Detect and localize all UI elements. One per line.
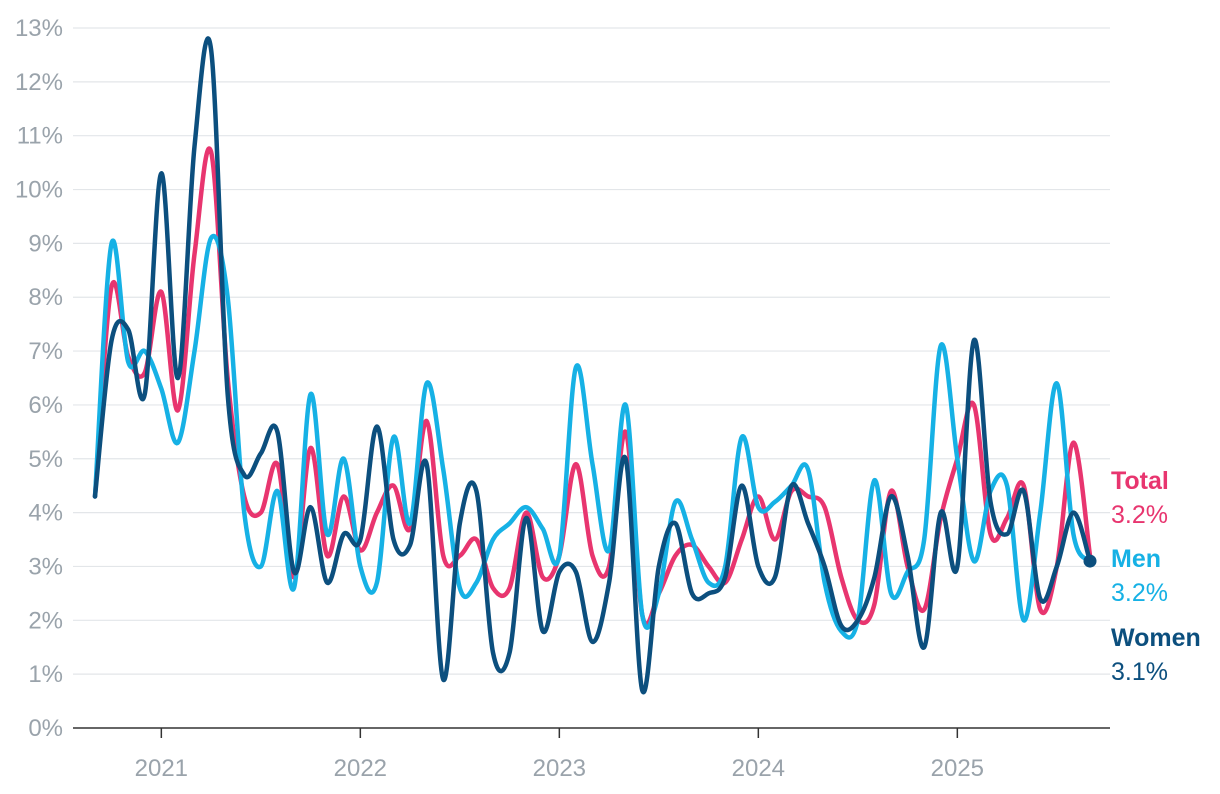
y-tick-label: 9%	[28, 230, 63, 257]
y-tick-label: 7%	[28, 338, 63, 365]
x-tick-label: 2021	[135, 755, 188, 782]
y-tick-label: 0%	[28, 715, 63, 742]
y-tick-label: 11%	[17, 123, 63, 150]
series-line-men	[92, 233, 1093, 640]
y-tick-label: 12%	[15, 69, 63, 96]
x-axis-ticks: 2021 2022 2023 2024 2025	[135, 728, 984, 782]
end-label-men-value: 3.2%	[1111, 579, 1168, 607]
y-tick-label: 4%	[28, 500, 63, 527]
y-tick-label: 2%	[28, 607, 63, 634]
end-label-total-value: 3.2%	[1111, 501, 1168, 529]
end-label-men-name: Men	[1111, 545, 1161, 573]
end-labels: Total 3.2% Men 3.2% Women 3.1%	[1111, 467, 1201, 686]
end-label-women-value: 3.1%	[1111, 658, 1168, 686]
series-lines	[92, 36, 1097, 695]
series-line-women	[92, 36, 1093, 695]
y-tick-label: 13%	[15, 15, 63, 42]
y-axis-ticks: 0% 1% 2% 3% 4% 5% 6% 7% 8% 9% 10% 11% 12% 13%	[15, 15, 63, 742]
y-tick-label: 3%	[28, 553, 63, 580]
x-tick-label: 2024	[732, 755, 785, 782]
x-tick-label: 2023	[533, 755, 586, 782]
series-line-total	[92, 146, 1093, 627]
x-tick-label: 2022	[334, 755, 387, 782]
y-tick-label: 6%	[28, 392, 63, 419]
y-tick-label: 10%	[15, 177, 63, 204]
y-tick-label: 5%	[28, 446, 63, 473]
gridlines	[73, 27, 1110, 675]
end-label-total-name: Total	[1111, 467, 1169, 495]
end-label-women-name: Women	[1111, 624, 1201, 652]
y-tick-label: 1%	[28, 661, 63, 688]
end-marker-women	[1083, 554, 1097, 568]
x-tick-label: 2025	[931, 755, 984, 782]
y-tick-label: 8%	[28, 284, 63, 311]
